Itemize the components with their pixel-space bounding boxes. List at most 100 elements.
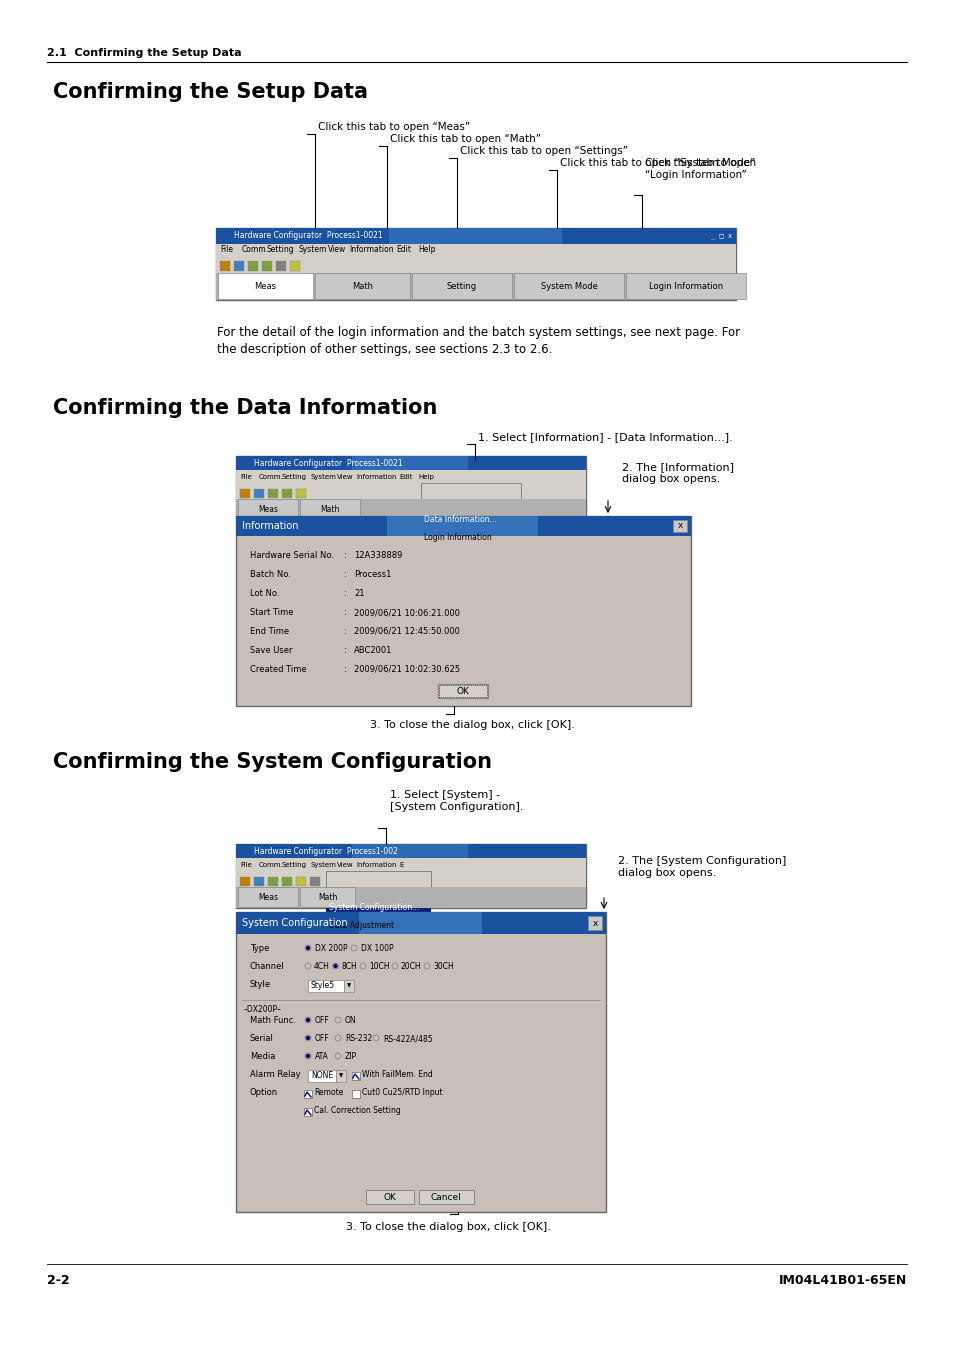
- Bar: [358, 913, 481, 934]
- Text: Channel: Channel: [250, 963, 284, 971]
- Text: Alarm Relay: Alarm Relay: [250, 1071, 300, 1079]
- Bar: [237, 500, 297, 517]
- Bar: [352, 844, 468, 859]
- Text: Comm.: Comm.: [258, 863, 283, 868]
- Text: File: File: [220, 246, 233, 255]
- Bar: [235, 844, 585, 909]
- Text: System: System: [311, 863, 336, 868]
- Bar: [235, 516, 690, 536]
- Text: Hardware Configurator  Process1-002: Hardware Configurator Process1-002: [253, 846, 397, 856]
- Bar: [235, 871, 585, 887]
- Text: 2-2: 2-2: [47, 1274, 70, 1287]
- Bar: [352, 1072, 359, 1080]
- Text: Help: Help: [417, 246, 435, 255]
- Text: Setting: Setting: [266, 246, 294, 255]
- Text: 2. The [Information]
dialog box opens.: 2. The [Information] dialog box opens.: [621, 462, 733, 483]
- Text: Comm.: Comm.: [258, 474, 283, 481]
- Text: NONE: NONE: [311, 1072, 333, 1080]
- Text: Hardware Configurator  Process1-0021: Hardware Configurator Process1-0021: [253, 459, 402, 467]
- Text: Math: Math: [317, 894, 336, 903]
- Circle shape: [334, 964, 336, 968]
- Text: 2. The [System Configuration]
dialog box opens.: 2. The [System Configuration] dialog box…: [618, 856, 785, 878]
- Bar: [235, 913, 605, 934]
- Text: Edit: Edit: [399, 474, 413, 481]
- Text: Start Time: Start Time: [250, 608, 294, 617]
- Text: Confirming the Data Information: Confirming the Data Information: [53, 398, 436, 418]
- Text: DX 200P: DX 200P: [314, 944, 347, 953]
- Text: File: File: [240, 474, 252, 481]
- Text: Setting: Setting: [281, 863, 306, 868]
- Bar: [625, 273, 745, 298]
- Bar: [235, 456, 585, 470]
- Bar: [235, 500, 585, 518]
- Text: Click this tab to open “System Mode”: Click this tab to open “System Mode”: [559, 158, 755, 167]
- Text: DX 100P: DX 100P: [360, 944, 394, 953]
- Bar: [310, 878, 319, 886]
- Bar: [420, 483, 520, 513]
- Text: View: View: [336, 474, 354, 481]
- Text: Setting: Setting: [281, 474, 306, 481]
- Bar: [352, 456, 468, 470]
- Text: :: :: [344, 551, 346, 560]
- Text: :: :: [344, 570, 346, 579]
- Bar: [253, 878, 264, 886]
- Bar: [352, 1089, 359, 1098]
- Text: _ □ x: _ □ x: [710, 234, 731, 239]
- Bar: [314, 273, 410, 298]
- Text: RS-422A/485: RS-422A/485: [382, 1034, 432, 1044]
- Bar: [412, 273, 512, 298]
- Text: Math: Math: [352, 282, 373, 292]
- Text: Cal. Correction Setting: Cal. Correction Setting: [314, 1106, 400, 1115]
- Text: Meas: Meas: [257, 894, 277, 903]
- Text: RS-232: RS-232: [345, 1034, 372, 1044]
- Bar: [253, 489, 264, 498]
- Bar: [235, 844, 585, 859]
- Text: 30CH: 30CH: [433, 963, 454, 971]
- Text: 1. Select [Information] - [Data Information...].: 1. Select [Information] - [Data Informat…: [477, 432, 732, 441]
- Text: Type: Type: [250, 944, 269, 953]
- Text: the description of other settings, see sections 2.3 to 2.6.: the description of other settings, see s…: [216, 343, 552, 356]
- Bar: [215, 228, 735, 300]
- Text: Media: Media: [250, 1052, 275, 1061]
- Text: Comm.: Comm.: [241, 246, 268, 255]
- Text: Click this tab to open “Math”: Click this tab to open “Math”: [390, 134, 540, 144]
- Bar: [418, 1189, 474, 1204]
- Text: OFF: OFF: [314, 1034, 330, 1044]
- Bar: [344, 980, 354, 992]
- Text: Process1: Process1: [354, 570, 391, 579]
- Text: ATA: ATA: [314, 1052, 329, 1061]
- Text: Help: Help: [418, 474, 434, 481]
- Text: Math: Math: [320, 505, 339, 513]
- Text: :: :: [344, 608, 346, 617]
- Text: System: System: [311, 474, 336, 481]
- Text: ZIP: ZIP: [345, 1052, 356, 1061]
- Bar: [240, 878, 250, 886]
- Circle shape: [306, 1018, 309, 1022]
- Text: Login Information: Login Information: [423, 533, 491, 543]
- Text: End Time: End Time: [250, 626, 289, 636]
- Bar: [587, 917, 601, 930]
- Bar: [215, 273, 735, 300]
- Bar: [215, 244, 735, 256]
- Bar: [215, 256, 735, 273]
- Circle shape: [306, 1054, 309, 1057]
- Text: :: :: [344, 647, 346, 655]
- Bar: [235, 483, 585, 499]
- Text: File: File: [240, 863, 252, 868]
- Circle shape: [306, 1037, 309, 1040]
- Bar: [248, 261, 257, 271]
- Text: x: x: [592, 918, 598, 927]
- Text: OFF: OFF: [314, 1017, 330, 1025]
- Bar: [235, 470, 585, 483]
- Text: Click this tab to open “Meas”: Click this tab to open “Meas”: [317, 122, 470, 132]
- Bar: [237, 887, 297, 907]
- Bar: [235, 859, 585, 871]
- Text: Data Adjustment: Data Adjustment: [329, 922, 394, 930]
- Text: Style5: Style5: [311, 981, 335, 991]
- Text: 20CH: 20CH: [400, 963, 421, 971]
- Text: Style: Style: [250, 980, 271, 990]
- Bar: [299, 887, 355, 907]
- Text: ABC2001: ABC2001: [354, 647, 392, 655]
- Text: Information: Information: [349, 246, 393, 255]
- Bar: [437, 684, 488, 698]
